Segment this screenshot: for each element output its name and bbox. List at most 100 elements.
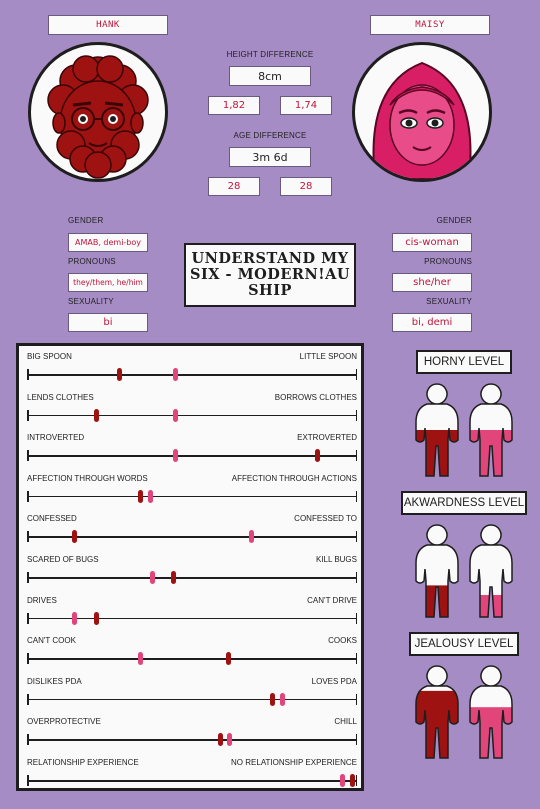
left-sexuality-box: bi <box>68 313 148 332</box>
hank-marker <box>225 652 231 666</box>
scale-left-label: CAN'T COOK <box>27 636 76 646</box>
scale-line <box>27 536 357 538</box>
left-portrait <box>28 42 168 182</box>
scale-left-cap <box>27 734 29 746</box>
right-pronouns-value: she/her <box>413 277 451 288</box>
left-pronouns-label: PRONOUNS <box>68 257 116 266</box>
scales-panel: BIG SPOON LITTLE SPOON LENDS CLOTHES BORROW… <box>16 343 364 791</box>
scale-line <box>27 658 357 660</box>
scale-left-cap <box>27 531 29 543</box>
right-age-box: 28 <box>280 177 332 196</box>
age-diff-value: 3m 6d <box>252 150 288 164</box>
age-diff-label: AGE DIFFERENCE <box>233 131 307 140</box>
scale-left-label: INTROVERTED <box>27 433 85 443</box>
scale-line <box>27 577 357 579</box>
left-name-box: HANK <box>48 15 168 35</box>
scale-line <box>27 374 357 376</box>
scale-row: AFFECTION THROUGH WORDS AFFECTION THROUGH… <box>27 474 357 514</box>
hank-level-figure <box>415 665 459 759</box>
scale-right-cap <box>355 572 357 583</box>
height-diff-value: 8cm <box>258 69 282 83</box>
hank-level-figure <box>415 383 459 477</box>
scale-row: CONFESSED CONFESSED TO <box>27 514 357 554</box>
maisy-level-figure <box>469 665 513 759</box>
scale-left-cap <box>27 693 29 705</box>
maisy-marker <box>173 449 178 463</box>
scale-row: SCARED OF BUGS KILL BUGS <box>27 555 357 595</box>
scale-right-cap <box>355 775 357 786</box>
scale-left-cap <box>27 775 29 786</box>
scale-left-label: CONFESSED <box>27 514 77 524</box>
scale-right-cap <box>355 490 357 502</box>
left-gender-value: AMAB, demi-boy <box>74 238 142 247</box>
scale-row: DISLIKES PDA LOVES PDA <box>27 677 357 717</box>
age-diff-box: 3m 6d <box>229 147 311 167</box>
scale-row: CAN'T COOK COOKS <box>27 636 357 676</box>
maisy-marker <box>227 733 233 747</box>
scale-left-label: BIG SPOON <box>27 352 72 361</box>
scale-left-cap <box>27 490 29 502</box>
hank-marker <box>116 368 122 381</box>
scale-left-label: SCARED OF BUGS <box>27 555 99 564</box>
level-title: AKWARDNESS LEVEL <box>403 497 525 509</box>
scale-right-label: NO RELATIONSHIP EXPERIENCE <box>231 758 357 767</box>
maisy-marker <box>72 611 78 625</box>
scale-right-label: CHILL <box>334 717 357 727</box>
scale-row: DRIVES CAN'T DRIVE <box>27 596 357 636</box>
scale-left-cap <box>27 653 29 665</box>
scale-right-label: AFFECTION THROUGH ACTIONS <box>231 473 357 483</box>
scale-left-cap <box>27 369 29 380</box>
maisy-marker <box>280 692 286 706</box>
level-title: JEALOUSY LEVEL <box>414 638 514 650</box>
scale-right-label: LITTLE SPOON <box>299 352 357 361</box>
height-diff-box: 8cm <box>229 66 311 86</box>
right-name: MAISY <box>415 20 445 30</box>
scale-right-cap <box>355 531 357 543</box>
scale-left-cap <box>27 612 29 624</box>
scale-right-cap <box>355 653 357 665</box>
scale-right-cap <box>355 612 357 624</box>
maisy-marker <box>173 368 178 381</box>
scale-line <box>27 455 357 457</box>
right-height-box: 1,74 <box>280 96 332 115</box>
scale-left-cap <box>27 450 29 462</box>
right-sexuality-label: SEXUALITY <box>426 297 472 306</box>
level-title-box: AKWARDNESS LEVEL <box>401 491 527 515</box>
level-title-box: JEALOUSY LEVEL <box>409 632 519 656</box>
right-name-box: MAISY <box>370 15 490 35</box>
right-pronouns-box: she/her <box>392 273 472 292</box>
scale-row: RELATIONSHIP EXPERIENCE NO RELATIONSHIP E… <box>27 758 357 798</box>
left-sexuality-label: SEXUALITY <box>68 297 114 306</box>
scale-right-label: KILL BUGS <box>315 555 357 564</box>
scale-right-cap <box>355 734 357 746</box>
left-gender-box: AMAB, demi-boy <box>68 233 148 252</box>
level-title: HORNY LEVEL <box>423 356 505 368</box>
hank-marker <box>270 692 276 706</box>
hank-marker <box>93 408 99 422</box>
scale-line <box>27 698 357 701</box>
right-gender-box: cis-woman <box>392 233 472 252</box>
right-gender-label: GENDER <box>436 216 472 225</box>
scale-line <box>27 780 357 782</box>
scale-right-label: EXTROVERTED <box>297 433 357 443</box>
right-height-value: 1,74 <box>294 100 318 111</box>
maisy-marker <box>138 652 144 666</box>
scale-row: OVERPROTECTIVE CHILL <box>27 717 357 757</box>
scale-row: BIG SPOON LITTLE SPOON <box>27 352 357 392</box>
scale-row: INTROVERTED EXTROVERTED <box>27 433 357 473</box>
maisy-level-figure <box>469 524 513 618</box>
hank-marker <box>171 571 177 584</box>
scale-left-cap <box>27 572 29 583</box>
right-gender-value: cis-woman <box>405 237 459 248</box>
levels-column: HORNY LEVEL AKWARDNESS LEVEL JEALOUSY LEVE… <box>400 350 535 800</box>
left-pronouns-value: they/them, he/him <box>73 278 143 287</box>
scale-left-label: OVERPROTECTIVE <box>27 717 101 727</box>
scale-left-label: AFFECTION THROUGH WORDS <box>27 473 148 483</box>
left-age-box: 28 <box>208 177 260 196</box>
scale-line <box>27 495 357 498</box>
scale-right-label: LOVES PDA <box>311 676 357 686</box>
scale-right-label: CAN'T DRIVE <box>307 595 357 605</box>
page-title-box: UNDERSTAND MY SIX - MODERN!AU SHIP <box>184 243 356 307</box>
hank-marker <box>349 774 355 787</box>
scale-right-cap <box>355 369 357 380</box>
